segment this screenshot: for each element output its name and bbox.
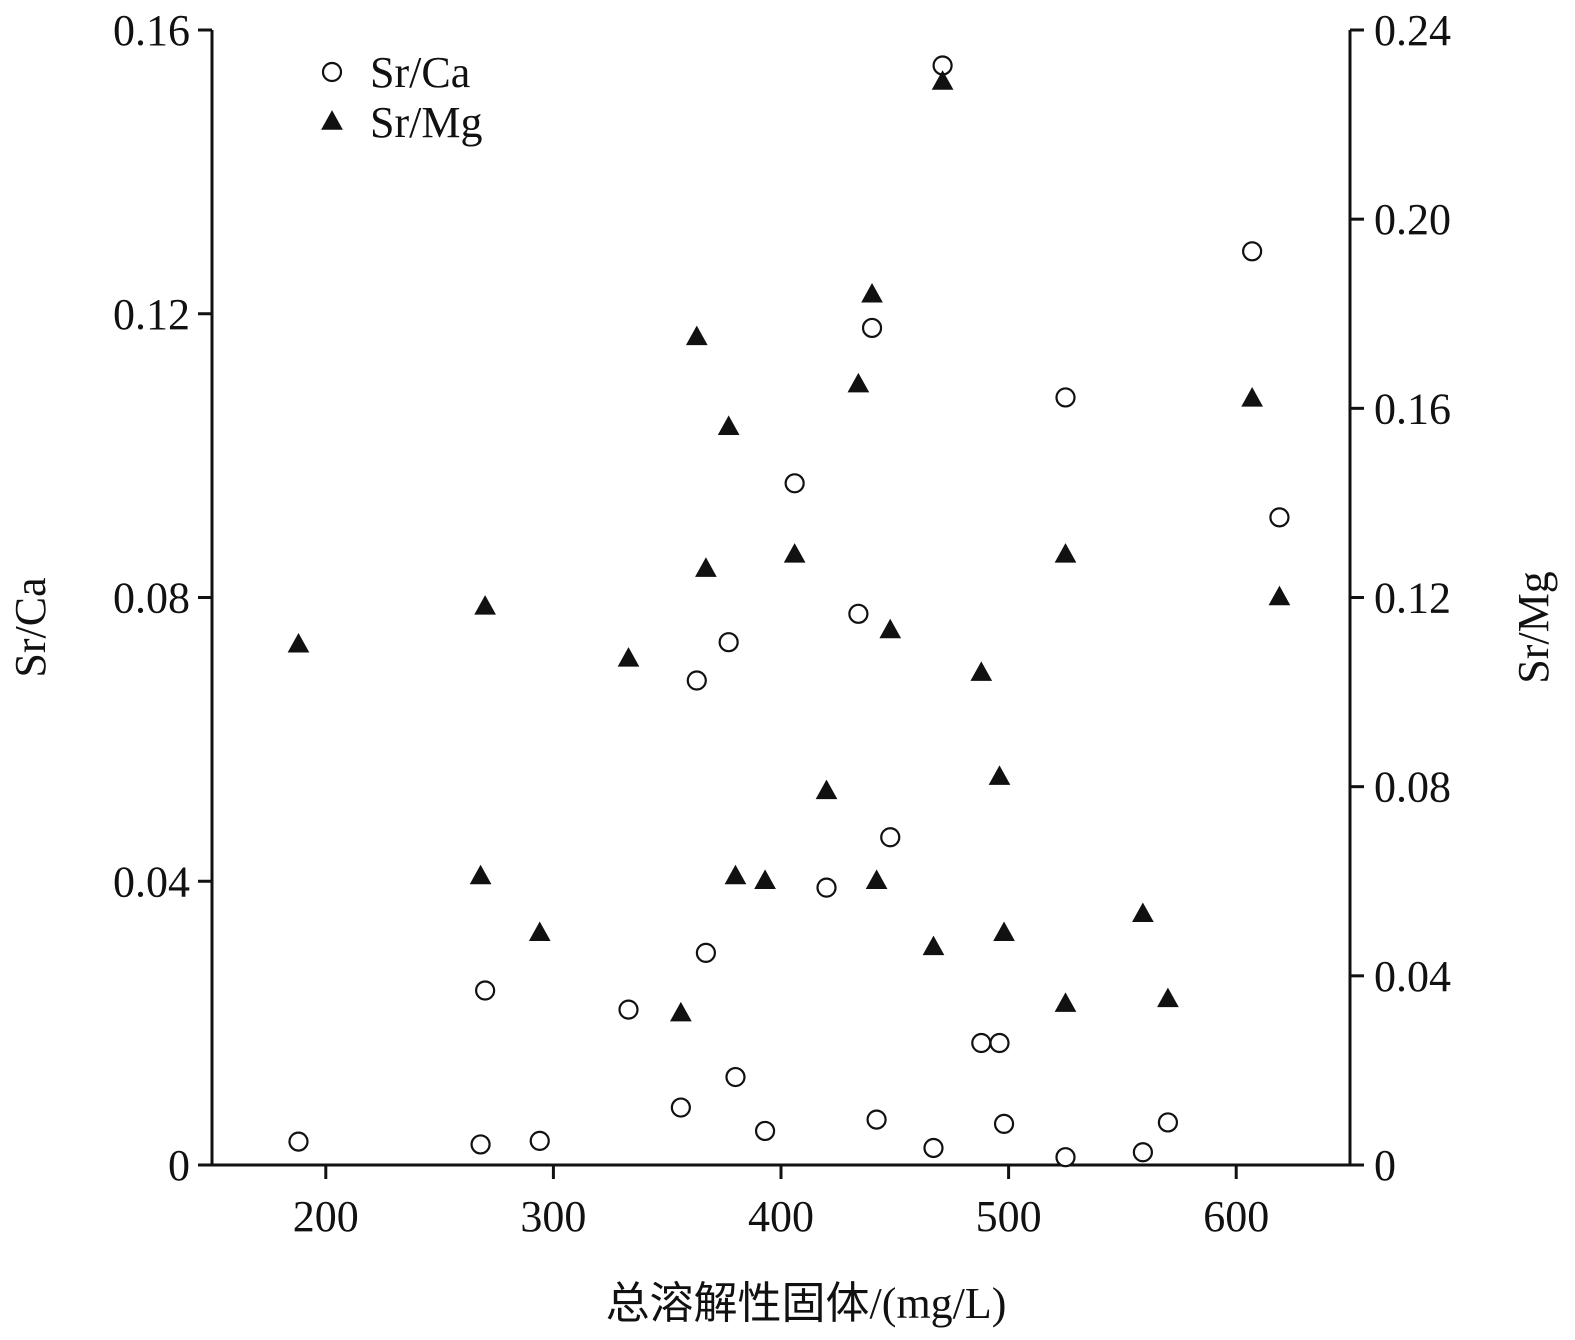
data-point-sr-ca <box>686 670 707 691</box>
legend-label: Sr/Ca <box>370 48 470 97</box>
y-left-axis-title: Sr/Ca <box>6 577 55 677</box>
data-point-sr-mg <box>861 283 883 303</box>
y-right-tick-label: 0.08 <box>1374 763 1451 812</box>
data-point-sr-mg <box>1132 902 1154 923</box>
data-point-sr-ca <box>880 827 901 848</box>
x-tick-label: 600 <box>1203 1192 1269 1241</box>
data-point-sr-mg <box>847 372 870 393</box>
data-point-sr-ca <box>725 1066 746 1088</box>
data-point-sr-ca <box>989 1032 1010 1054</box>
data-point-sr-ca <box>288 1131 309 1152</box>
data-point-sr-mg <box>1054 543 1077 563</box>
data-point-sr-ca <box>670 1097 691 1118</box>
legend-marker-sr-ca <box>321 61 343 83</box>
legend-marker-sr-mg <box>321 110 343 130</box>
data-point-sr-ca <box>754 1120 776 1142</box>
data-point-sr-mg <box>1268 585 1291 606</box>
y-right-tick-label: 0.12 <box>1374 574 1451 623</box>
series-sr-ca <box>288 55 1290 1168</box>
data-point-sr-ca <box>923 1137 944 1159</box>
y-left-tick-label: 0.04 <box>113 857 190 906</box>
data-point-sr-ca <box>993 1113 1015 1134</box>
y-right-tick-label: 0.20 <box>1374 195 1451 244</box>
data-point-sr-ca <box>529 1130 550 1151</box>
data-point-sr-mg <box>931 70 954 90</box>
data-point-sr-mg <box>970 661 993 681</box>
data-point-sr-mg <box>670 1001 692 1022</box>
data-point-sr-ca <box>618 999 639 1020</box>
y-left-tick-label: 0.08 <box>113 574 190 623</box>
data-point-sr-mg <box>922 935 945 956</box>
series-sr-mg <box>287 70 1291 1022</box>
data-point-sr-ca <box>1055 387 1076 408</box>
legend-label: Sr/Mg <box>370 98 482 147</box>
data-point-sr-ca <box>475 980 496 1001</box>
data-point-sr-mg <box>617 647 640 667</box>
data-point-sr-ca <box>718 632 739 653</box>
y-left-tick-label: 0.12 <box>113 290 190 339</box>
y-right-tick-label: 0 <box>1374 1141 1396 1190</box>
axes: 200 300 400 500 600 0 0.04 0.08 0.12 0.16 0 0.04 0.0… <box>113 6 1451 1241</box>
data-point-sr-ca <box>861 317 883 339</box>
data-point-sr-ca <box>695 942 716 963</box>
data-point-sr-ca <box>1157 1112 1179 1133</box>
y-right-tick-label: 0.16 <box>1374 384 1451 433</box>
data-point-sr-mg <box>474 595 496 615</box>
x-tick-label: 200 <box>293 1192 359 1241</box>
y-right-tick-label: 0.24 <box>1374 6 1451 55</box>
data-point-sr-ca <box>848 603 869 624</box>
data-point-sr-mg <box>695 557 717 577</box>
data-point-sr-mg <box>783 543 806 563</box>
data-point-sr-mg <box>1054 992 1077 1012</box>
x-tick-label: 500 <box>976 1192 1042 1241</box>
data-point-sr-ca <box>784 473 805 494</box>
y-left-tick-label: 0 <box>168 1141 190 1190</box>
data-point-sr-ca <box>866 1109 887 1130</box>
data-point-sr-mg <box>469 864 492 885</box>
data-point-sr-mg <box>724 864 747 885</box>
data-point-sr-ca <box>971 1032 992 1054</box>
x-axis-title: 总溶解性固体/(mg/L) <box>606 1279 1007 1328</box>
data-marks <box>287 55 1291 1168</box>
data-point-sr-mg <box>287 632 310 653</box>
data-point-sr-mg <box>815 779 838 800</box>
data-point-sr-mg <box>754 869 776 889</box>
data-point-sr-mg <box>865 869 888 889</box>
data-point-sr-mg <box>685 325 708 346</box>
data-point-sr-mg <box>879 618 902 639</box>
data-point-sr-mg <box>528 921 551 941</box>
data-point-sr-mg <box>717 415 740 435</box>
data-point-sr-ca <box>816 877 837 898</box>
y-left-tick-label: 0.16 <box>113 6 190 55</box>
x-tick-label: 300 <box>520 1192 586 1241</box>
data-point-sr-mg <box>1241 387 1263 407</box>
data-point-sr-mg <box>1157 987 1179 1008</box>
y-right-tick-label: 0.04 <box>1374 952 1451 1001</box>
data-point-sr-mg <box>993 921 1015 941</box>
data-point-sr-ca <box>470 1134 491 1155</box>
data-point-sr-ca <box>1242 241 1263 262</box>
data-point-sr-ca <box>1132 1142 1153 1163</box>
y-right-axis-title: Sr/Mg <box>1509 571 1558 683</box>
data-point-sr-ca <box>1055 1147 1076 1168</box>
data-point-sr-ca <box>1269 507 1290 528</box>
x-tick-label: 400 <box>748 1192 814 1241</box>
data-point-sr-mg <box>988 765 1011 785</box>
